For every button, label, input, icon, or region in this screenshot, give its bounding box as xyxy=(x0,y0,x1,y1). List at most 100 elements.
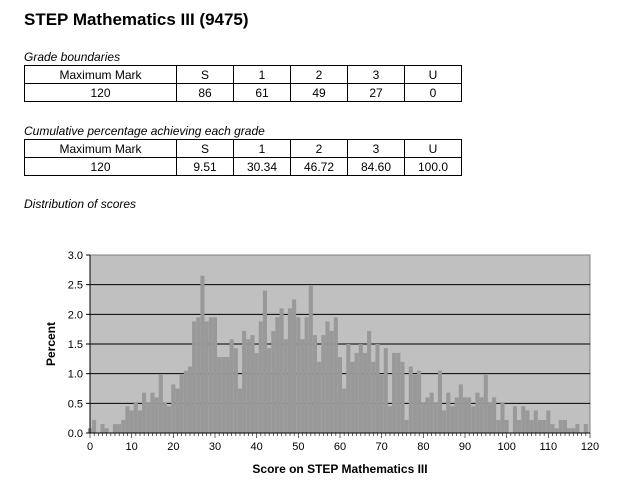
bar xyxy=(246,339,251,433)
bar xyxy=(475,392,480,433)
y-tick-label: 1.5 xyxy=(68,339,83,351)
bar xyxy=(417,370,422,433)
distribution-caption: Distribution of scores xyxy=(24,197,137,211)
bar xyxy=(104,428,109,433)
x-tick-label: 120 xyxy=(581,441,599,453)
bar xyxy=(258,321,263,433)
bar xyxy=(150,392,155,433)
axes xyxy=(86,254,591,438)
table-row: 120 9.51 30.34 46.72 84.60 100.0 xyxy=(24,157,462,176)
bar xyxy=(329,330,334,433)
cumulative-table: Maximum Mark S 1 2 3 U 120 9.51 30.34 46… xyxy=(24,139,462,176)
table-cell: 61 xyxy=(233,83,291,102)
page-title: STEP Mathematics III (9475) xyxy=(24,10,249,29)
bar xyxy=(233,348,238,433)
bar xyxy=(462,397,467,433)
x-tick-label: 90 xyxy=(459,441,471,453)
bar xyxy=(408,366,413,433)
x-tick-label: 70 xyxy=(376,441,388,453)
bar xyxy=(342,388,347,433)
x-tick-label: 50 xyxy=(292,441,304,453)
bar xyxy=(321,335,326,433)
bar xyxy=(187,366,192,433)
bar xyxy=(504,419,509,433)
bar xyxy=(250,335,255,433)
bar xyxy=(312,335,317,433)
bar xyxy=(400,361,405,433)
bar xyxy=(358,344,363,433)
table-header-row: Maximum Mark S 1 2 3 U xyxy=(24,65,462,84)
bar xyxy=(337,357,342,433)
bar xyxy=(454,397,459,433)
bar xyxy=(183,370,188,433)
y-tick-label: 3.0 xyxy=(68,250,83,262)
bar xyxy=(450,406,455,433)
table-row: 120 86 61 49 27 0 xyxy=(24,83,462,102)
x-tick-labels: 0 10 20 30 40 50 60 70 80 90 100 110 120 xyxy=(87,441,599,453)
cumulative-caption: Cumulative percentage achieving each gra… xyxy=(24,124,265,138)
bar xyxy=(237,388,242,433)
bar xyxy=(262,290,267,433)
bar xyxy=(158,374,163,433)
table-cell: 0 xyxy=(404,83,462,102)
x-tick-label: 40 xyxy=(251,441,263,453)
y-tick-label: 1.0 xyxy=(68,369,83,381)
bar xyxy=(571,428,576,433)
bar xyxy=(500,402,505,433)
bar xyxy=(575,424,580,433)
bar xyxy=(229,339,234,433)
bar xyxy=(221,357,226,433)
bar xyxy=(492,397,497,433)
bar xyxy=(487,402,492,433)
bar xyxy=(171,384,176,433)
bar xyxy=(217,357,222,433)
bar xyxy=(483,374,488,433)
bar xyxy=(100,424,105,433)
grade-boundaries-caption: Grade boundaries xyxy=(24,50,121,64)
bar xyxy=(200,275,205,433)
bar xyxy=(254,352,259,433)
bar xyxy=(446,392,451,433)
table-cell: 9.51 xyxy=(176,157,234,176)
bar xyxy=(442,410,447,433)
bar xyxy=(562,419,567,433)
bar xyxy=(167,406,172,433)
bar xyxy=(121,419,126,433)
x-tick-label: 0 xyxy=(87,441,93,453)
bar xyxy=(333,317,338,433)
bar xyxy=(267,348,272,433)
y-tick-label: 2.5 xyxy=(68,280,83,292)
bar xyxy=(496,419,501,433)
bar xyxy=(554,428,559,433)
bar xyxy=(287,308,292,433)
bar xyxy=(529,419,534,433)
bar xyxy=(129,410,134,433)
bar xyxy=(467,397,472,433)
bar xyxy=(458,384,463,433)
bar xyxy=(125,406,130,433)
bar xyxy=(283,339,288,433)
bar xyxy=(212,317,217,433)
x-tick-label: 20 xyxy=(167,441,179,453)
bar xyxy=(546,410,551,433)
bar xyxy=(271,330,276,433)
bar xyxy=(425,397,430,433)
bar xyxy=(225,357,230,433)
bar xyxy=(437,370,442,433)
x-axis-label: Score on STEP Mathematics III xyxy=(252,462,427,476)
bar xyxy=(525,410,530,433)
table-cell: 120 xyxy=(24,157,177,176)
y-tick-label: 2.0 xyxy=(68,309,83,321)
bar xyxy=(112,424,117,433)
bar xyxy=(558,419,563,433)
bar xyxy=(375,344,380,433)
bar xyxy=(162,402,167,433)
bar xyxy=(137,410,142,433)
bar xyxy=(542,419,547,433)
x-tick-label: 10 xyxy=(126,441,138,453)
bar xyxy=(304,317,309,433)
bar xyxy=(292,299,297,433)
table-cell: 27 xyxy=(347,83,405,102)
table-cell: 86 xyxy=(176,83,234,102)
